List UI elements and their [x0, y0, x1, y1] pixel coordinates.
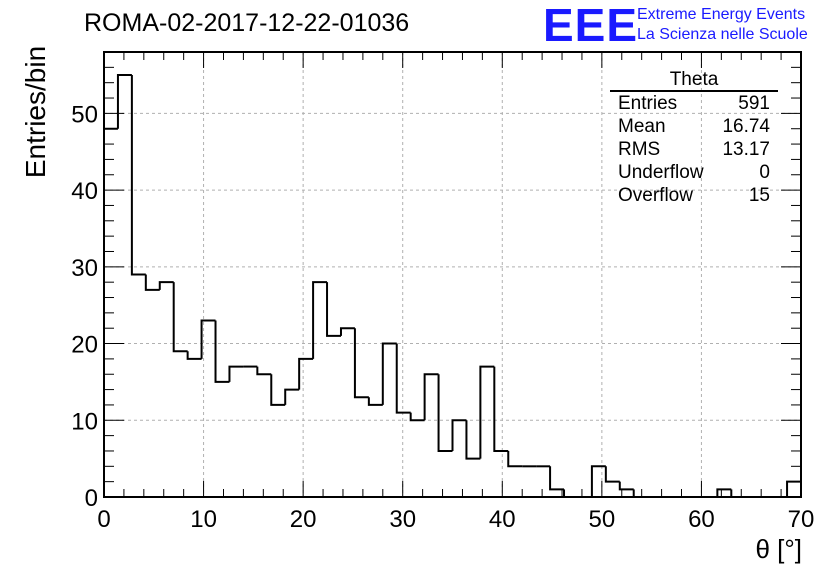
y-tick-label: 30 [71, 255, 98, 282]
stats-row: Mean 16.74 [610, 115, 778, 138]
histogram-bin [312, 281, 328, 359]
x-tick-label: 60 [688, 506, 715, 533]
histogram-bin [172, 282, 188, 353]
histogram-bin [256, 366, 272, 376]
histogram-bin [353, 328, 369, 399]
histogram-bin [158, 281, 174, 290]
histogram-bin [409, 412, 425, 422]
logo-line-2: La Scienza nelle Scuole [637, 26, 808, 43]
histogram-bin [395, 343, 411, 414]
histogram-bin [618, 481, 634, 491]
stats-value: 0 [759, 162, 770, 183]
y-tick-label: 20 [71, 332, 98, 359]
histogram-bin [270, 374, 286, 406]
axis-ticks [103, 51, 802, 498]
stats-label: RMS [618, 139, 661, 160]
histogram-bin [604, 466, 620, 483]
stats-row: Underflow 0 [610, 161, 778, 184]
histogram-bin [339, 327, 355, 336]
histogram-bin [730, 489, 746, 498]
y-tick-label: 50 [71, 101, 98, 128]
histogram-bin [423, 373, 439, 421]
histogram-bin [367, 397, 383, 406]
histogram-bin [479, 365, 495, 459]
histogram-bin [228, 365, 244, 382]
histogram-bin [493, 366, 509, 452]
stats-row: RMS 13.17 [610, 138, 778, 161]
histogram-bin [590, 465, 606, 497]
histogram-bin [563, 489, 578, 498]
histogram-bin [381, 342, 397, 405]
histogram-bin [437, 374, 453, 452]
histogram-bin [200, 319, 216, 359]
stats-label: Mean [618, 116, 666, 137]
histogram-bin [632, 489, 648, 498]
x-tick-label: 40 [489, 506, 516, 533]
stats-label: Underflow [618, 162, 704, 183]
chart-title: ROMA-02-2017-12-22-01036 [84, 9, 410, 37]
stats-box: Theta Entries 591 Mean 16.74 RMS 13.17 U… [610, 70, 778, 207]
y-tick-label: 10 [71, 408, 98, 435]
y-tick-label: 40 [71, 178, 98, 205]
x-tick-label: 70 [788, 506, 815, 533]
plot-frame [103, 51, 802, 498]
histogram-bin [214, 320, 230, 383]
histogram-bin [326, 282, 341, 337]
tick-labels: 0 10 20 30 40 50 60 70 0 10 20 30 40 50 [71, 101, 814, 533]
stats-value: 15 [748, 185, 770, 206]
histogram-bin [130, 75, 146, 276]
histogram-bin [186, 351, 202, 360]
stats-value: 13.17 [722, 139, 770, 160]
histogram-bin [549, 466, 565, 491]
histogram-series [103, 74, 802, 498]
stats-row: Entries 591 [610, 92, 778, 115]
stats-label: Entries [618, 93, 678, 114]
logo-line-1: Extreme Energy Events [637, 6, 806, 23]
histogram-bin [786, 480, 801, 497]
x-tick-label: 30 [389, 506, 416, 533]
stats-title: Theta [610, 70, 778, 92]
histogram-bin [116, 74, 132, 129]
x-axis-label: θ [°] [755, 534, 802, 564]
stats-row: Overflow 15 [610, 184, 778, 207]
x-tick-label: 50 [589, 506, 616, 533]
histogram-bin [465, 420, 481, 460]
x-tick-label: 0 [97, 506, 110, 533]
x-tick-label: 20 [290, 506, 317, 533]
eee-logo: EEE [543, 0, 639, 51]
histogram-bin [451, 419, 467, 451]
histogram-bin [144, 274, 160, 291]
x-tick-label: 10 [190, 506, 217, 533]
y-tick-label: 0 [85, 485, 98, 512]
histogram-bin [298, 357, 314, 390]
stats-label: Overflow [618, 185, 693, 206]
histogram-bin [507, 450, 523, 468]
y-axis-label: Entries/bin [20, 45, 51, 179]
stats-value: 16.74 [722, 116, 770, 137]
histogram-bin [716, 488, 732, 497]
histogram-bin [284, 388, 300, 405]
stats-value: 591 [738, 93, 770, 114]
